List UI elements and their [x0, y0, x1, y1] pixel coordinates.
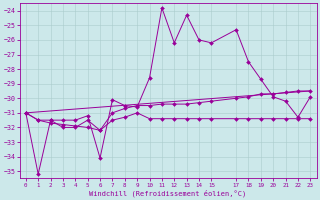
X-axis label: Windchill (Refroidissement éolien,°C): Windchill (Refroidissement éolien,°C): [90, 189, 247, 197]
